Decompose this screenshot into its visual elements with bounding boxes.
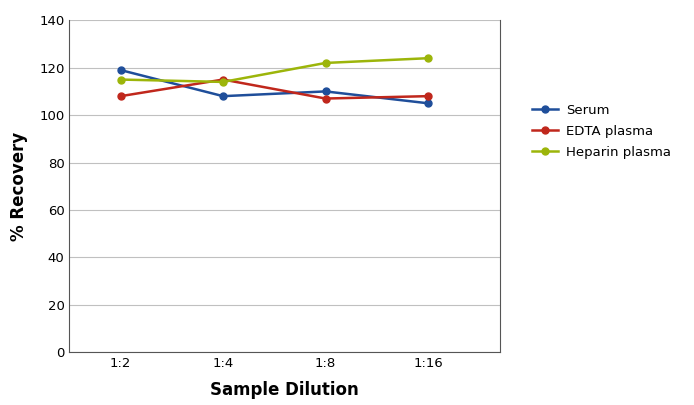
X-axis label: Sample Dilution: Sample Dilution xyxy=(210,382,359,399)
Heparin plasma xyxy=(321,60,330,65)
Line: Heparin plasma: Heparin plasma xyxy=(117,55,432,85)
EDTA plasma xyxy=(219,77,227,82)
Serum xyxy=(424,101,432,106)
Serum xyxy=(219,94,227,98)
Line: Serum: Serum xyxy=(117,66,432,107)
Line: EDTA plasma: EDTA plasma xyxy=(117,76,432,102)
Heparin plasma xyxy=(424,56,432,61)
Serum xyxy=(321,89,330,94)
Legend: Serum, EDTA plasma, Heparin plasma: Serum, EDTA plasma, Heparin plasma xyxy=(528,100,675,163)
Serum xyxy=(117,68,125,72)
EDTA plasma xyxy=(424,94,432,98)
Heparin plasma xyxy=(219,79,227,84)
EDTA plasma xyxy=(117,94,125,98)
EDTA plasma xyxy=(321,96,330,101)
Heparin plasma xyxy=(117,77,125,82)
Y-axis label: % Recovery: % Recovery xyxy=(10,132,28,241)
